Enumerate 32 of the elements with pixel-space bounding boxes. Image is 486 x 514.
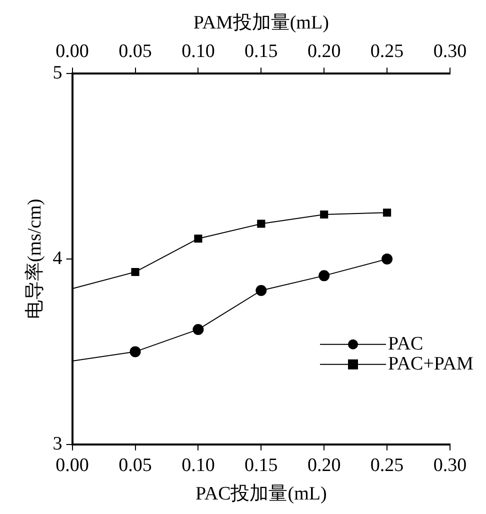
point [256, 285, 267, 296]
x2-tick-label: 0.00 [56, 41, 89, 62]
x-tick-label: 0.05 [118, 454, 152, 476]
x2-tick-label: 0.20 [307, 41, 341, 62]
point [131, 268, 140, 276]
point [383, 208, 392, 217]
y-tick-label: 3 [52, 433, 62, 454]
x-tick-label: 0.25 [370, 454, 404, 476]
y-tick-label: 4 [52, 248, 63, 269]
x-axis-title: PAC投加量(mL) [196, 484, 327, 505]
point [194, 234, 202, 243]
point [130, 346, 141, 358]
x2-tick-label: 0.15 [244, 41, 278, 62]
x-tick-label: 0.20 [307, 454, 341, 476]
y-axis-title: 电导率(ms/cm) [23, 198, 46, 320]
point [192, 324, 204, 335]
point [257, 220, 266, 228]
x-tick-label: 0.15 [244, 454, 278, 476]
x2-tick-label: 0.05 [118, 41, 152, 62]
x-tick-label: 0.10 [182, 454, 215, 476]
point [382, 254, 393, 264]
x2-tick-label: 0.25 [370, 41, 404, 62]
legend-label: PAC [388, 333, 424, 354]
x2-axis-title: PAM投加量(mL) [193, 12, 329, 34]
legend-label: PAC+PAM [388, 353, 474, 374]
x2-tick-label: 0.30 [433, 41, 467, 62]
point [320, 210, 328, 219]
x-tick-label: 0.00 [56, 454, 89, 476]
x2-tick-label: 0.10 [182, 41, 215, 62]
y-tick-label: 5 [52, 62, 62, 84]
x-tick-label: 0.30 [433, 454, 467, 476]
point [318, 270, 330, 282]
